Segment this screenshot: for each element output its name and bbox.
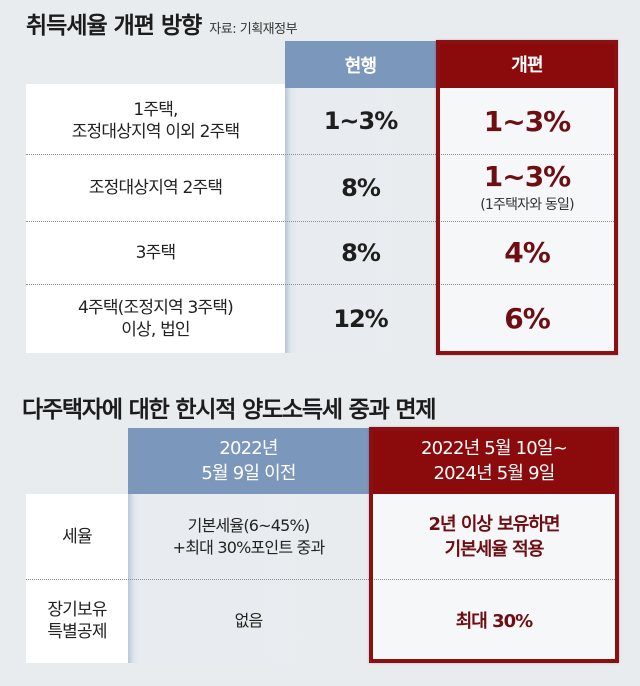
label-line: 이상, 법인 (121, 319, 190, 340)
current-value: 1~3% (323, 107, 399, 135)
table2-row-1-before: 기본세율(6~45%) +최대 30%포인트 중과 (128, 494, 369, 579)
current-value: 8% (341, 238, 381, 267)
table1-row-4-label: 4주택(조정지역 3주택) 이상, 법인 (26, 284, 285, 353)
before-line: +최대 30%포인트 중과 (172, 537, 326, 557)
header-current: 현행 (285, 41, 436, 88)
label-line: 4주택(조정지역 3주택) (77, 297, 234, 318)
row-divider (26, 579, 619, 580)
row-divider (26, 284, 618, 285)
table1-row-3-current: 8% (285, 221, 436, 284)
table1-label-column (26, 84, 285, 353)
table1-row-1-current: 1~3% (285, 88, 436, 154)
header-revised: 개편 (436, 40, 618, 88)
table1-current-column (285, 88, 436, 353)
period-line: 최대 30% (455, 610, 533, 632)
header-line: 2022년 (219, 438, 278, 459)
table2-row-1-label: 세율 (26, 494, 128, 579)
table2-before-column (128, 494, 369, 663)
table1-row-2-label: 조정대상지역 2주택 (26, 154, 285, 221)
header-before: 2022년 5월 9일 이전 (128, 428, 369, 494)
label-line: 조정대상지역 2주택 (88, 177, 223, 198)
table1-row-4-current: 12% (285, 284, 436, 353)
table1-row-1-revised: 1~3% (436, 88, 618, 154)
label-line: 특별공제 (47, 622, 107, 642)
header-exemption-period: 2022년 5월 10일~ 2024년 5월 9일 (369, 427, 619, 494)
revised-value: 6% (504, 302, 551, 335)
header-line: 2022년 5월 10일~ (421, 437, 568, 459)
header-line: 5월 9일 이전 (201, 463, 296, 484)
table1-row-3-revised: 4% (436, 221, 618, 284)
table1-row-1-label: 1주택, 조정대상지역 이외 2주택 (26, 88, 285, 154)
table1-row-4-revised: 6% (436, 284, 618, 353)
header-line: 2024년 5월 9일 (433, 462, 555, 484)
current-value: 12% (333, 304, 388, 333)
label-line: 장기보유 (47, 600, 107, 620)
table2-row-2-before: 없음 (128, 579, 369, 663)
table2-row-2-label: 장기보유 특별공제 (26, 579, 128, 663)
label-line: 세율 (62, 526, 92, 547)
before-line: 없음 (234, 611, 264, 630)
row-divider (26, 154, 618, 155)
table2-title: 다주택자에 대한 한시적 양도소득세 중과 면제 (22, 397, 436, 423)
revised-note: (1주택자와 동일) (480, 196, 574, 213)
table1-title: 취득세율 개편 방향 자료: 기획재정부 (26, 6, 298, 40)
revised-value: 1~3% (483, 159, 571, 193)
header-current-label: 현행 (344, 55, 377, 77)
table2-period-column (369, 494, 619, 662)
period-line: 기본세율 적용 (444, 538, 545, 560)
before-line: 기본세율(6~45%) (187, 515, 311, 535)
period-line: 2년 이상 보유하면 (428, 513, 561, 535)
source-note: 자료: 기획재정부 (209, 22, 298, 37)
table2-row-2-period: 최대 30% (369, 579, 619, 663)
table2-label-column (26, 494, 128, 663)
table1-title-text: 취득세율 개편 방향 (26, 13, 202, 39)
header-revised-label: 개편 (511, 55, 543, 76)
label-line: 1주택, (133, 100, 178, 120)
revised-value: 4% (504, 236, 551, 269)
table1-row-2-current: 8% (285, 154, 436, 221)
label-line: 조정대상지역 이외 2주택 (71, 122, 240, 142)
table2-row-1-period: 2년 이상 보유하면 기본세율 적용 (369, 494, 619, 579)
table1-row-3-label: 3주택 (26, 221, 285, 284)
revised-value: 1~3% (483, 104, 571, 138)
row-divider (26, 221, 618, 222)
current-value: 8% (341, 173, 381, 202)
table1-row-2-revised: 1~3% (1주택자와 동일) (436, 154, 618, 221)
label-line: 3주택 (135, 242, 176, 263)
